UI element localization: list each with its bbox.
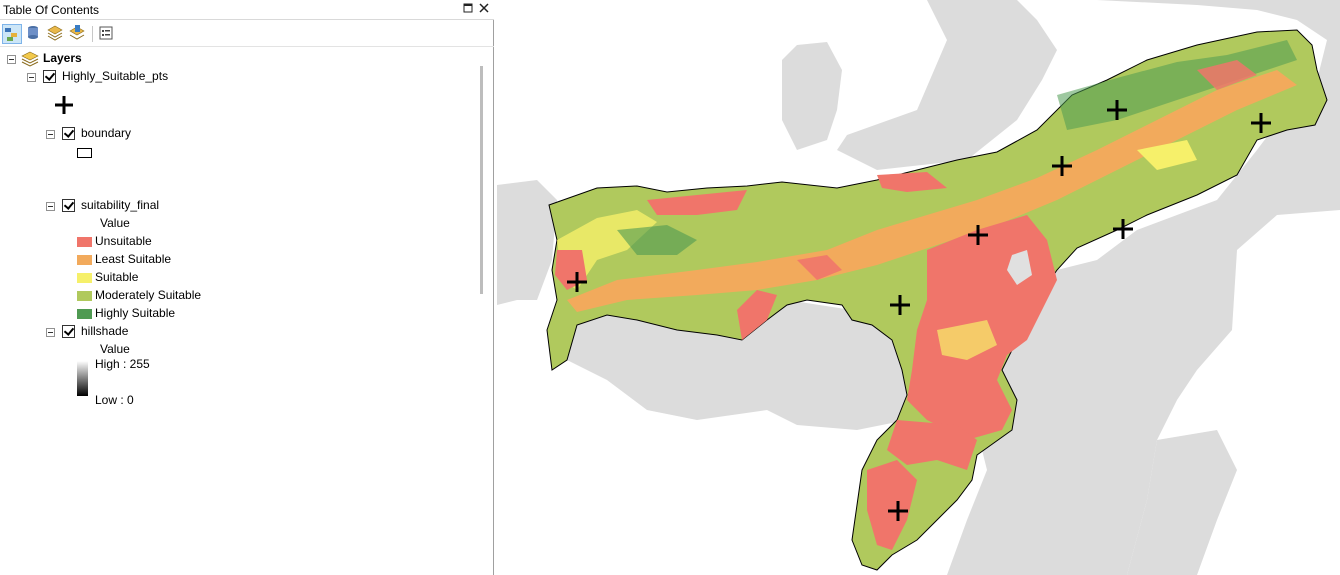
layer-name-boundary: boundary: [81, 126, 132, 140]
legend-swatch-unsuitable: [77, 237, 92, 247]
highly-suitable-points: [567, 100, 1271, 521]
boundary-symbol: [77, 148, 92, 158]
legend-label-unsuitable: Unsuitable: [95, 234, 152, 248]
layer-tree: Layers Highly_Suitable_pts boundary suit…: [0, 48, 494, 575]
list-by-selection-icon[interactable]: [68, 24, 88, 44]
suitability-final-checkbox[interactable]: [62, 199, 75, 212]
plus-marker: [567, 272, 587, 292]
boundary-collapse-toggle[interactable]: [46, 130, 55, 139]
plus-marker-symbol-icon: [54, 95, 74, 118]
layer-name-highly-suitable-pts: Highly_Suitable_pts: [62, 69, 169, 83]
plus-marker: [1251, 113, 1271, 133]
plus-marker: [968, 225, 988, 245]
toc-title-bar: Table Of Contents: [0, 0, 494, 20]
plus-marker: [1107, 100, 1127, 120]
legend-label-highly-suitable: Highly Suitable: [95, 306, 176, 320]
layer-name-suitability-final: suitability_final: [81, 198, 160, 212]
legend-label-moderately-suitable: Moderately Suitable: [95, 288, 202, 302]
map-view[interactable]: [497, 0, 1340, 575]
layer-name-hillshade: hillshade: [81, 324, 129, 338]
layers-root-label: Layers: [43, 51, 82, 65]
hillshade-ramp: [77, 361, 88, 396]
hillshade-value-heading: Value: [100, 342, 130, 356]
hillshade-collapse-toggle[interactable]: [46, 328, 55, 337]
hillshade-low-label: Low : 0: [95, 393, 134, 407]
toc-title: Table Of Contents: [3, 3, 100, 17]
table-of-contents-panel: Table Of Contents Layers: [0, 0, 494, 575]
suitability-final-collapse-toggle[interactable]: [46, 202, 55, 211]
toolbar-separator: [92, 26, 93, 42]
toc-toolbar: [0, 21, 494, 47]
plus-marker: [1052, 156, 1072, 176]
map-canvas: [497, 0, 1340, 575]
suitability-value-heading: Value: [100, 216, 130, 230]
highly-suitable-pts-collapse-toggle[interactable]: [27, 73, 36, 82]
toc-scrollbar[interactable]: [480, 66, 483, 294]
legend-label-suitable: Suitable: [95, 270, 139, 284]
list-by-drawing-order-icon[interactable]: [2, 24, 22, 44]
pin-icon[interactable]: [461, 2, 475, 16]
options-icon[interactable]: [97, 24, 117, 44]
hillshade-checkbox[interactable]: [62, 325, 75, 338]
legend-label-least-suitable: Least Suitable: [95, 252, 172, 266]
highly-suitable-pts-checkbox[interactable]: [43, 70, 56, 83]
legend-swatch-highly-suitable: [77, 309, 92, 319]
suitability-raster: [555, 40, 1297, 550]
hillshade-high-label: High : 255: [95, 357, 150, 371]
close-icon[interactable]: [477, 2, 491, 16]
legend-swatch-least-suitable: [77, 255, 92, 265]
legend-swatch-suitable: [77, 273, 92, 283]
boundary-checkbox[interactable]: [62, 127, 75, 140]
plus-marker: [890, 295, 910, 315]
list-by-source-icon[interactable]: [24, 24, 44, 44]
plus-marker: [888, 501, 908, 521]
legend-swatch-moderately-suitable: [77, 291, 92, 301]
layers-collapse-toggle[interactable]: [7, 55, 16, 64]
layers-icon: [21, 51, 39, 70]
plus-marker: [1113, 219, 1133, 239]
list-by-visibility-icon[interactable]: [46, 24, 66, 44]
